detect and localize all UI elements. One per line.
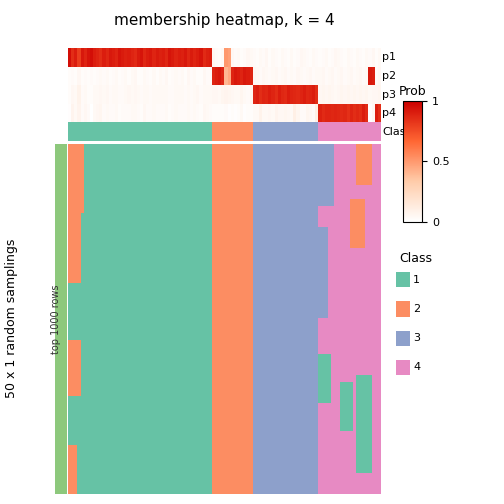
Text: membership heatmap, k = 4: membership heatmap, k = 4 <box>114 13 335 28</box>
Text: p2: p2 <box>382 71 396 81</box>
Text: p4: p4 <box>382 108 396 118</box>
Text: 3: 3 <box>413 333 420 343</box>
Text: 1: 1 <box>413 275 420 285</box>
Text: Class: Class <box>382 127 411 137</box>
Text: p1: p1 <box>382 52 396 62</box>
Text: 4: 4 <box>413 362 420 372</box>
Text: p3: p3 <box>382 90 396 99</box>
Text: 50 x 1 random samplings: 50 x 1 random samplings <box>5 239 18 399</box>
Text: Class: Class <box>400 252 432 265</box>
Text: 2: 2 <box>413 304 420 314</box>
Text: top 1000 rows: top 1000 rows <box>51 284 61 353</box>
Title: Prob: Prob <box>399 85 426 98</box>
